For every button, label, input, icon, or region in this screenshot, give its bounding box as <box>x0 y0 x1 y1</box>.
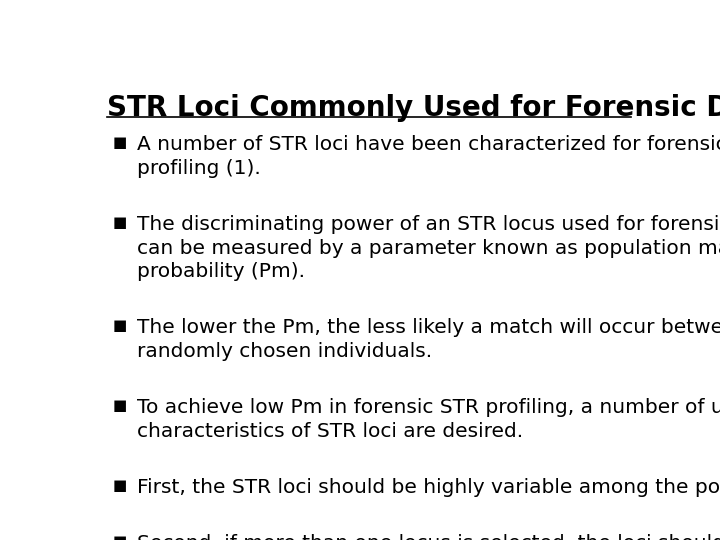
Text: A number of STR loci have been characterized for forensic DNA: A number of STR loci have been character… <box>138 136 720 154</box>
Text: To achieve low Pm in forensic STR profiling, a number of unique: To achieve low Pm in forensic STR profil… <box>138 398 720 417</box>
Text: ■: ■ <box>112 478 127 493</box>
Text: ■: ■ <box>112 398 127 413</box>
Text: ■: ■ <box>112 215 127 230</box>
Text: probability (Pm).: probability (Pm). <box>138 262 305 281</box>
Text: can be measured by a parameter known as population match: can be measured by a parameter known as … <box>138 239 720 258</box>
Text: The lower the Pm, the less likely a match will occur between two: The lower the Pm, the less likely a matc… <box>138 319 720 338</box>
Text: ■: ■ <box>112 319 127 334</box>
Text: First, the STR loci should be highly variable among the population.: First, the STR loci should be highly var… <box>138 478 720 497</box>
Text: characteristics of STR loci are desired.: characteristics of STR loci are desired. <box>138 422 523 441</box>
Text: The discriminating power of an STR locus used for forensic  testing: The discriminating power of an STR locus… <box>138 215 720 234</box>
Text: randomly chosen individuals.: randomly chosen individuals. <box>138 342 433 361</box>
Text: STR Loci Commonly Used for Forensic DNA Profiling: STR Loci Commonly Used for Forensic DNA … <box>107 94 720 122</box>
Text: Second, if more than one locus is selected, the loci should not be: Second, if more than one locus is select… <box>138 534 720 540</box>
Text: ■: ■ <box>112 136 127 151</box>
Text: profiling (1).: profiling (1). <box>138 159 261 178</box>
Text: ■: ■ <box>112 534 127 540</box>
